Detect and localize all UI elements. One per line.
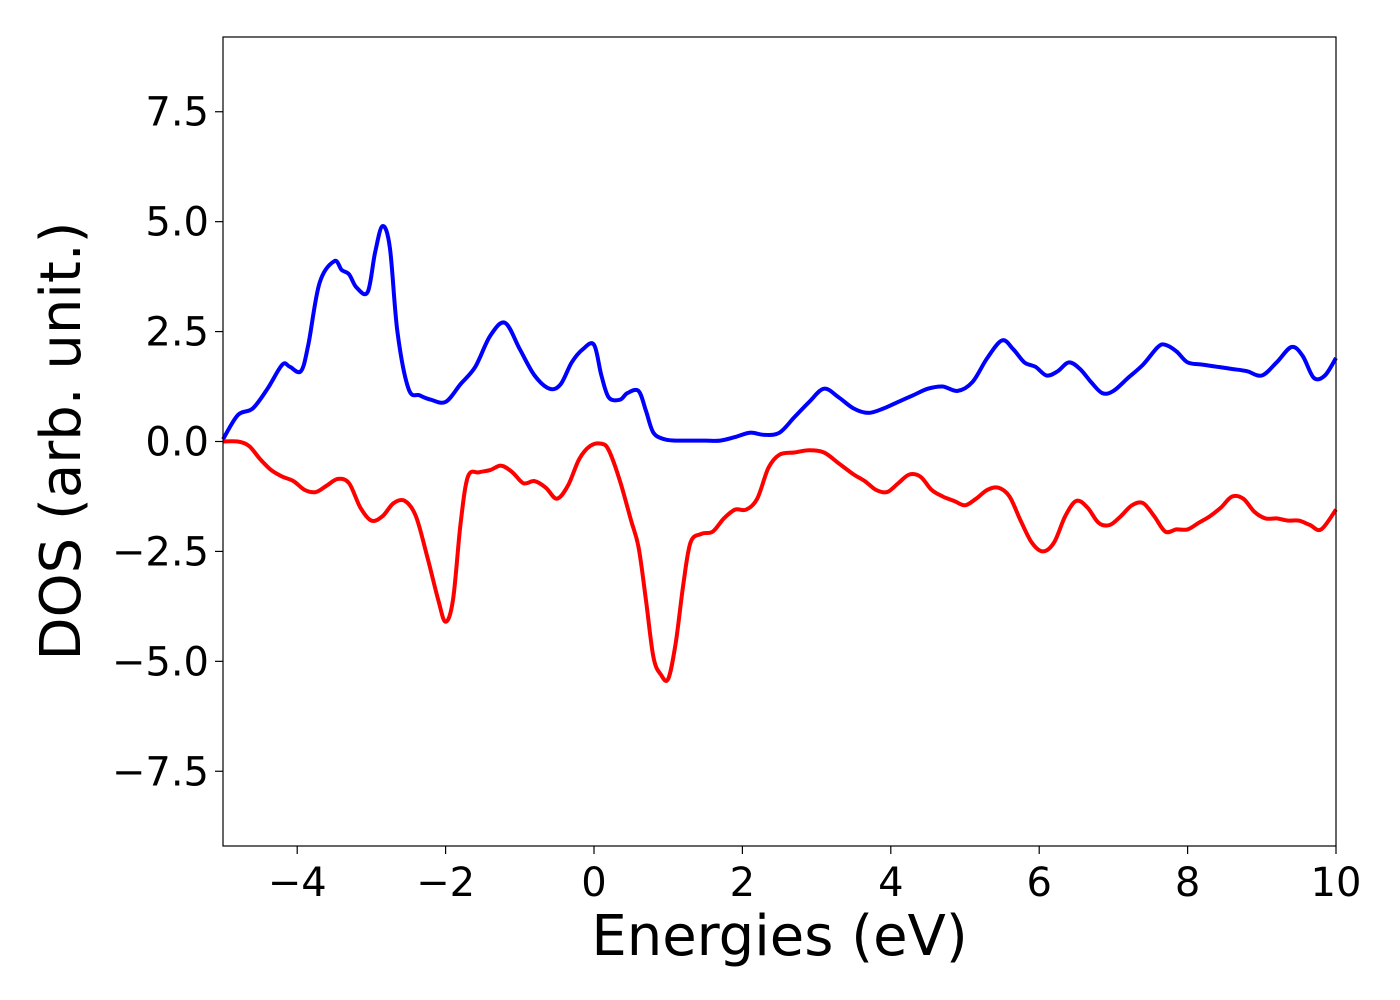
- series-line-0: [221, 224, 1338, 443]
- y-axis-ticks: 7.5 5.0 2.5 0.0 −2.5 −5.0 −7.5: [112, 90, 223, 795]
- y-tick-label: 2.5: [145, 310, 209, 356]
- x-axis-ticks: −4 −2 0 2 4 6 8 10: [268, 846, 1362, 906]
- y-tick-label: −2.5: [112, 529, 209, 575]
- x-tick-label: −2: [416, 860, 475, 906]
- x-tick-label: 4: [878, 860, 903, 906]
- y-tick-label: 5.0: [145, 200, 209, 246]
- plot-lines: [221, 224, 1338, 683]
- series-line-1: [222, 439, 1338, 683]
- x-tick-label: 8: [1175, 860, 1200, 906]
- x-tick-label: 6: [1026, 860, 1051, 906]
- x-tick-label: 0: [581, 860, 606, 906]
- y-tick-label: 0.0: [145, 420, 209, 466]
- y-axis-label: DOS (arb. unit.): [29, 221, 94, 660]
- x-axis-label: Energies (eV): [591, 904, 967, 969]
- x-tick-label: −4: [268, 860, 327, 906]
- y-tick-label: −7.5: [112, 749, 209, 795]
- x-tick-label: 2: [730, 860, 755, 906]
- x-tick-label: 10: [1311, 860, 1362, 906]
- y-tick-label: 7.5: [145, 90, 209, 136]
- y-tick-label: −5.0: [112, 639, 209, 685]
